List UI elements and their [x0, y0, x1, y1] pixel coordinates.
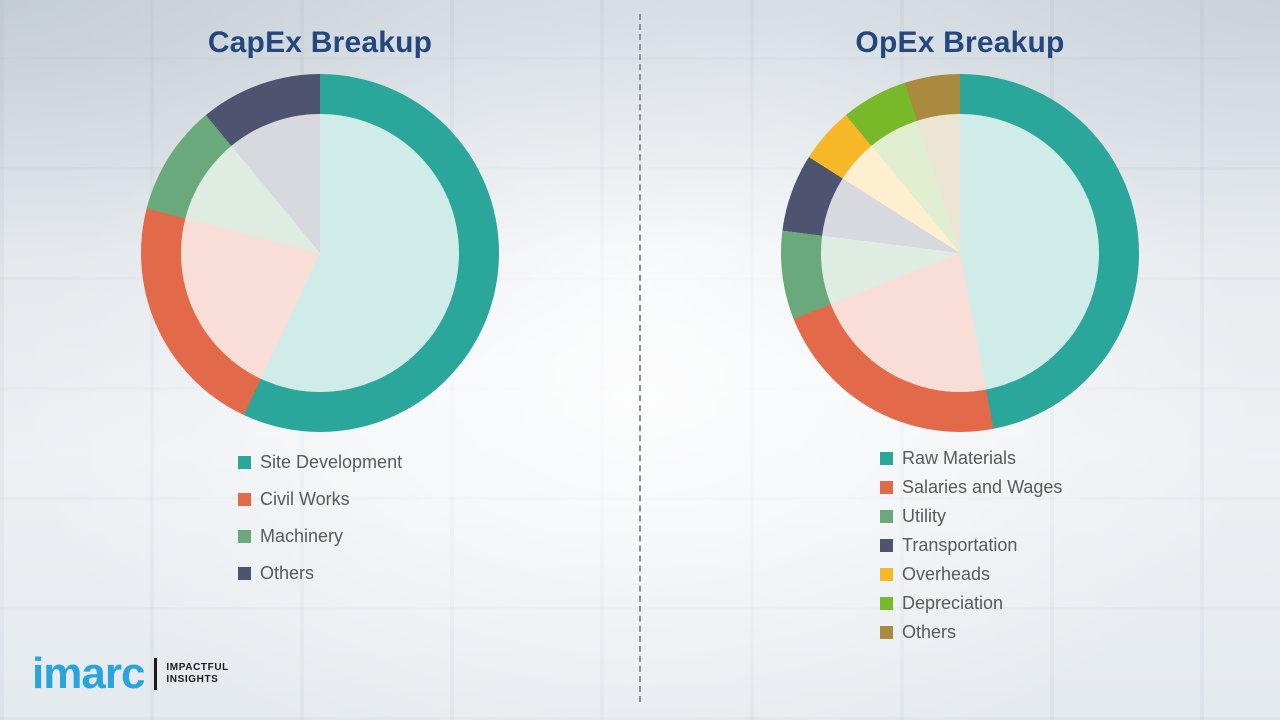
- legend-swatch: [238, 529, 251, 543]
- capex-donut-hole: [181, 114, 459, 392]
- legend-label: Others: [902, 622, 957, 642]
- imarc-logo-tagline-line2: INSIGHTS: [166, 674, 219, 685]
- legend-item: Utility: [880, 506, 1280, 526]
- legend-item: Transportation: [880, 535, 1280, 555]
- opex-chart-section: OpEx Breakup Raw Materials Salaries and W…: [640, 0, 1280, 720]
- legend-label: Utility: [902, 506, 946, 526]
- opex-chart-title: OpEx Breakup: [855, 26, 1065, 59]
- imarc-logo-separator: [154, 658, 158, 690]
- legend-swatch: [880, 596, 893, 610]
- legend-swatch: [880, 538, 893, 552]
- legend-item: Others: [880, 622, 1280, 642]
- legend-swatch: [880, 509, 893, 523]
- legend-label: Overheads: [902, 564, 991, 584]
- legend-label: Others: [260, 563, 315, 583]
- opex-donut-chart: [781, 74, 1139, 432]
- imarc-logo-tagline: IMPACTFUL INSIGHTS: [166, 662, 228, 686]
- legend-label: Raw Materials: [902, 448, 1017, 468]
- divider-dashed-line: [639, 14, 641, 702]
- imarc-logo-tagline-line1: IMPACTFUL: [166, 662, 229, 673]
- capex-donut-chart: [141, 74, 499, 432]
- legend-label: Civil Works: [260, 489, 350, 509]
- legend-item: Site Development: [238, 452, 640, 472]
- legend-item: Depreciation: [880, 593, 1280, 613]
- legend-swatch: [880, 567, 893, 581]
- legend-label: Salaries and Wages: [902, 477, 1063, 497]
- opex-legend: Raw Materials Salaries and Wages Utility Tr…: [880, 448, 1280, 642]
- legend-item: Civil Works: [238, 489, 640, 509]
- capex-chart-title: CapEx Breakup: [207, 26, 433, 59]
- opex-donut-hole: [821, 114, 1099, 392]
- legend-item: Machinery: [238, 526, 640, 546]
- capex-legend: Site Development Civil Works Machinery Othe…: [238, 452, 640, 583]
- imarc-logo: imarc IMPACTFUL INSIGHTS: [32, 649, 229, 698]
- legend-label: Transportation: [902, 535, 1018, 555]
- legend-item: Raw Materials: [880, 448, 1280, 468]
- capex-chart-section: CapEx Breakup Site Development Civil Work…: [141, 26, 640, 583]
- legend-label: Machinery: [260, 526, 344, 546]
- legend-item: Overheads: [880, 564, 1280, 584]
- legend-swatch: [880, 480, 893, 494]
- legend-swatch: [238, 492, 251, 506]
- legend-swatch: [880, 451, 893, 465]
- legend-label: Depreciation: [902, 593, 1004, 613]
- legend-item: Salaries and Wages: [880, 477, 1280, 497]
- legend-item: Others: [238, 563, 640, 583]
- imarc-logo-wordmark: imarc: [32, 649, 145, 698]
- legend-swatch: [880, 625, 893, 639]
- legend-swatch: [238, 566, 251, 580]
- legend-label: Site Development: [260, 452, 403, 472]
- legend-swatch: [238, 455, 251, 469]
